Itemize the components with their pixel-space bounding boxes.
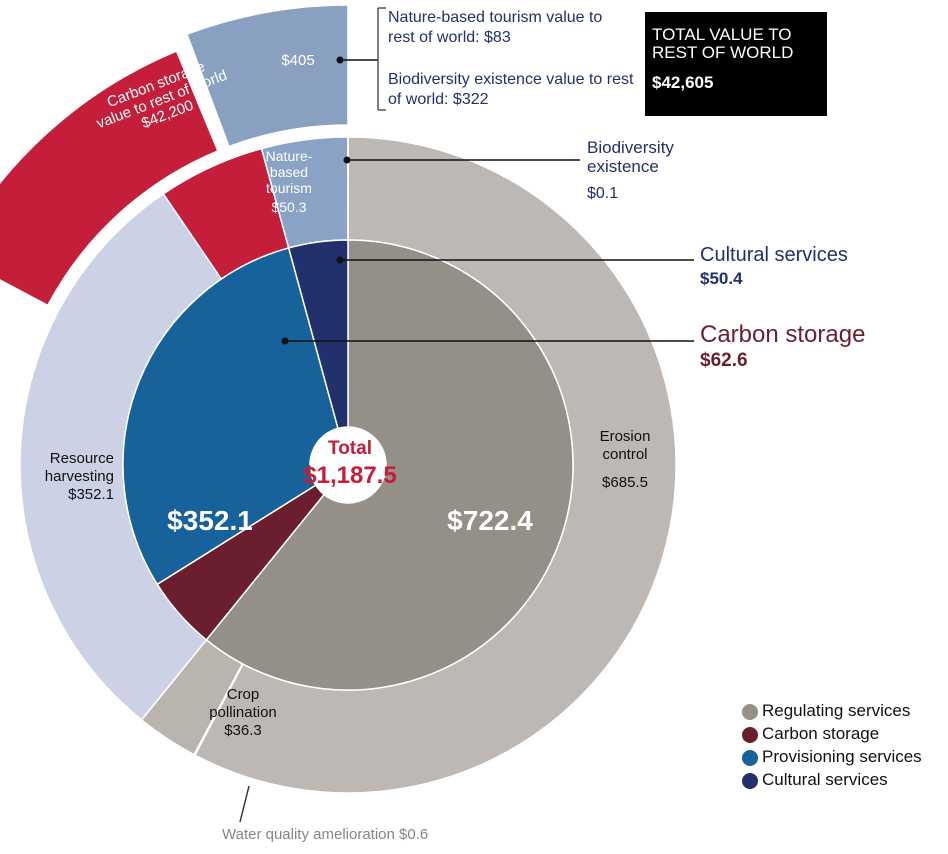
outer-value-label: $0.1	[587, 185, 619, 202]
legend-swatch	[742, 750, 758, 766]
outer-value-label: $36.3	[224, 722, 262, 739]
outer-label: Biodiversity existence	[587, 138, 674, 176]
callout-dot	[336, 56, 344, 64]
callout-dot	[281, 337, 289, 345]
outer-label: Resource harvesting	[44, 450, 114, 485]
breakdown-label: Biodiversity existence value to rest of …	[388, 71, 634, 108]
breakdown-name: Nature-based tourism value to rest of wo…	[388, 9, 603, 46]
rest-of-world-value: $405	[281, 52, 315, 69]
center-hole	[310, 427, 386, 503]
outer-value-label: $685.5	[602, 474, 648, 491]
inner-value-label: $352.1	[167, 505, 253, 536]
callout-value: $62.6	[700, 350, 748, 371]
rest-of-world-segment	[0, 50, 219, 307]
inner-value-label: $722.4	[447, 505, 533, 536]
total-box-value: $42,605	[652, 73, 714, 92]
total-box-title: TOTAL VALUE TO REST OF WORLD	[652, 25, 794, 62]
callout-value: $50.4	[700, 269, 743, 288]
callout-line	[239, 785, 250, 823]
legend-label: Carbon storage	[762, 724, 880, 743]
outer-label-name: Water quality amelioration	[222, 826, 395, 843]
total-box	[645, 12, 827, 116]
outer-label: Crop pollination	[209, 686, 277, 721]
outer-label: Water quality amelioration $0.6	[222, 826, 428, 844]
legend-label: Cultural services	[762, 770, 888, 789]
legend-label: Regulating services	[762, 701, 911, 720]
legend-swatch	[742, 773, 758, 789]
rest-of-world-segment	[185, 4, 349, 148]
callout-dot	[336, 256, 344, 264]
legend-swatch	[742, 704, 758, 720]
outer-value-label: $0.6	[399, 826, 429, 843]
outer-label: Erosion control	[599, 428, 651, 463]
callout-dot	[343, 156, 351, 164]
callout-label: Carbon storage	[700, 321, 866, 348]
breakdown-name: Biodiversity existence value to rest of …	[388, 71, 634, 108]
callout-label: Cultural services	[700, 244, 848, 266]
breakdown-label: Nature-based tourism value to rest of wo…	[388, 9, 603, 46]
total-label: $1,187.5	[303, 462, 397, 489]
center-label: Total	[328, 438, 372, 459]
legend-label: Provisioning services	[762, 747, 922, 766]
outer-value-label: $352.1	[68, 486, 114, 503]
outer-label: Nature-based tourism	[265, 148, 313, 196]
legend-swatch	[742, 727, 758, 743]
breakdown-value: $322	[452, 91, 489, 108]
breakdown-value: $83	[484, 29, 511, 46]
outer-value-label: $50.3	[271, 199, 307, 215]
